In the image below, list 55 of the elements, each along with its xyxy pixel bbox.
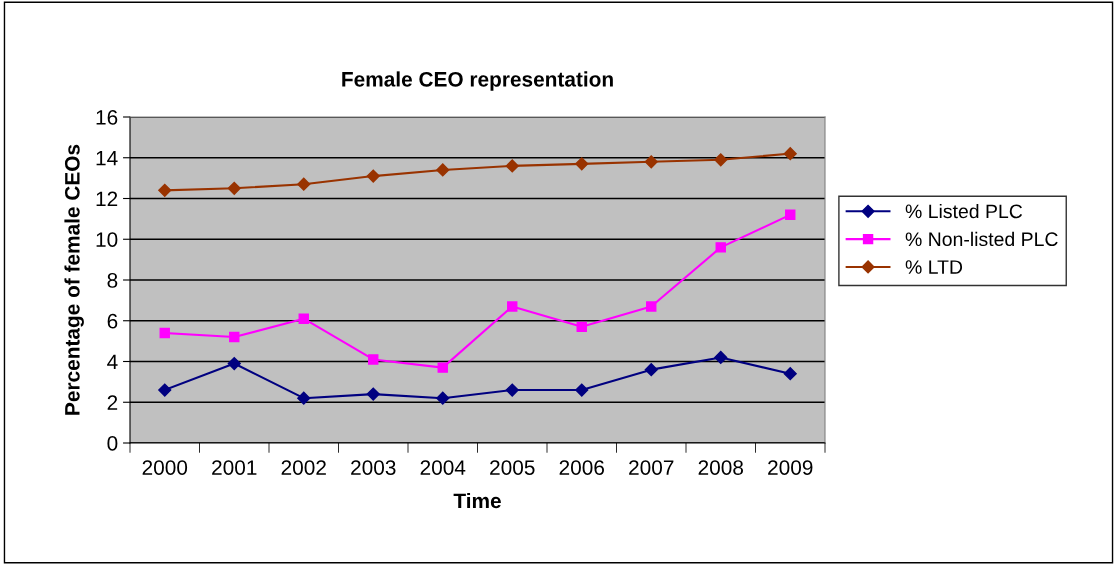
y-tick-label: 14 (96, 150, 118, 166)
y-tick-label: 16 (96, 110, 118, 125)
point (297, 177, 311, 191)
point (298, 313, 309, 324)
point (366, 169, 380, 183)
x-tick-label: 2009 (768, 460, 813, 475)
point (785, 209, 796, 221)
point (297, 391, 311, 405)
y-tick-label: 8 (107, 273, 118, 288)
x-tick-label: 2001 (212, 460, 257, 475)
point (159, 327, 170, 339)
x-tick-label: 2003 (351, 460, 396, 475)
point (505, 159, 519, 173)
point (575, 383, 589, 397)
point (644, 155, 658, 169)
chart-title: Female CEO representation (342, 71, 613, 91)
point (507, 301, 518, 312)
x-tick-label: 2008 (698, 460, 744, 475)
point (576, 321, 587, 333)
point (783, 147, 797, 161)
point (644, 363, 658, 377)
y-tick-label: 0 (107, 436, 118, 451)
point (714, 153, 728, 167)
x-tick-label: 2004 (420, 460, 466, 475)
point (783, 367, 797, 381)
point (436, 163, 450, 177)
y-axis-title: Percentage of female CEOs (64, 144, 84, 415)
y-tick-label: 12 (96, 191, 118, 207)
y-tick-label: 10 (96, 232, 118, 247)
point (366, 387, 380, 401)
point (575, 157, 589, 171)
point (368, 354, 379, 365)
x-tick-label: 2005 (490, 460, 535, 475)
point (505, 383, 519, 397)
y-tick-label: 4 (107, 354, 118, 370)
point (714, 350, 728, 365)
point (158, 383, 172, 397)
point (227, 356, 241, 371)
legend-label: % Listed PLC (905, 203, 1023, 219)
point (437, 362, 448, 373)
point (229, 331, 240, 343)
point (715, 242, 726, 253)
point (436, 391, 450, 405)
y-tick-label: 6 (107, 313, 118, 329)
x-axis-title: Time (453, 492, 501, 509)
x-tick-label: 2002 (281, 460, 326, 475)
point (646, 301, 657, 312)
x-tick-label: 2000 (142, 460, 188, 475)
x-tick-label: 2007 (629, 460, 674, 475)
legend-label: % Non-listed PLC (905, 231, 1058, 247)
y-tick-label: 2 (107, 395, 118, 410)
point (158, 183, 172, 197)
legend-label: % LTD (905, 260, 963, 274)
x-tick-label: 2006 (559, 460, 605, 475)
point (227, 181, 241, 195)
